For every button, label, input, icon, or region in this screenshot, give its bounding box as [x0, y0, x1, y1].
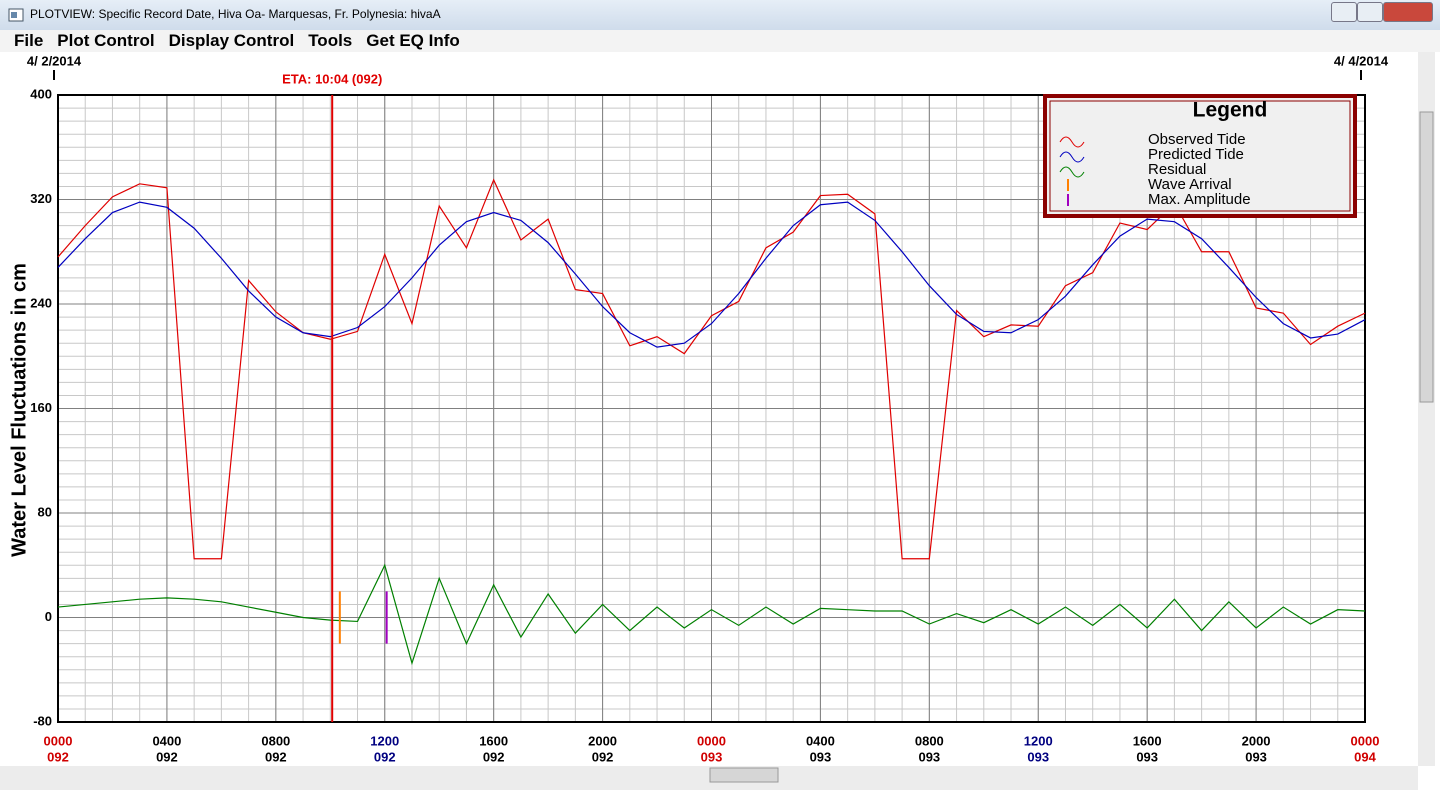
- x-tick-sublabel: 093: [1136, 749, 1158, 764]
- legend-label: Max. Amplitude: [1148, 191, 1251, 208]
- menu-item[interactable]: File: [14, 31, 44, 50]
- menu-bar: File Plot Control Display Control Tools Get …: [0, 30, 1440, 52]
- x-tick-label: 0400: [152, 733, 181, 748]
- y-tick-label: 320: [30, 191, 52, 206]
- x-tick-label: 1600: [1133, 733, 1162, 748]
- eta-label: ETA: 10:04 (092): [282, 71, 382, 86]
- legend-label: Residual: [1148, 161, 1206, 178]
- x-tick-sublabel: 093: [810, 749, 832, 764]
- x-tick-label: 2000: [588, 733, 617, 748]
- x-tick-sublabel: 093: [701, 749, 723, 764]
- series-line: [57, 178, 1366, 560]
- app-icon: [8, 8, 24, 22]
- x-tick-sublabel: 092: [483, 749, 505, 764]
- x-tick-label: 1600: [479, 733, 508, 748]
- x-tick-sublabel: 093: [1245, 749, 1267, 764]
- legend-symbol: [1059, 166, 1085, 178]
- menu-item[interactable]: Display Control: [168, 31, 295, 50]
- y-tick-label: 0: [45, 609, 52, 624]
- x-tick-sublabel: 092: [374, 749, 396, 764]
- horizontal-scrollbar[interactable]: [0, 766, 1418, 790]
- y-tick-label: -80: [33, 713, 52, 728]
- x-tick-label: 0000: [44, 733, 73, 748]
- legend-label: Predicted Tide: [1148, 146, 1244, 163]
- x-tick-sublabel: 094: [1354, 749, 1376, 764]
- menu-item[interactable]: Get EQ Info: [366, 31, 460, 50]
- legend-label: Wave Arrival: [1148, 176, 1232, 193]
- x-tick-label: 0000: [1351, 733, 1380, 748]
- date-label: 4/ 2/2014: [27, 53, 82, 68]
- y-tick-label: 160: [30, 400, 52, 415]
- x-tick-label: 2000: [1242, 733, 1271, 748]
- x-tick-label: 0800: [261, 733, 290, 748]
- maximize-button[interactable]: [1357, 2, 1383, 22]
- x-tick-label: 0400: [806, 733, 835, 748]
- legend-inner-border: [1049, 100, 1351, 212]
- menu-item[interactable]: Plot Control: [57, 31, 155, 50]
- legend-symbol: [1059, 151, 1085, 163]
- x-tick-label: 1200: [370, 733, 399, 748]
- menu-item[interactable]: Tools: [308, 31, 353, 50]
- x-tick-sublabel: 093: [918, 749, 940, 764]
- close-button[interactable]: [1383, 2, 1433, 22]
- x-tick-label: 0000: [697, 733, 726, 748]
- series-line: [57, 201, 1366, 348]
- y-tick-label: 80: [38, 504, 52, 519]
- x-tick-sublabel: 092: [265, 749, 287, 764]
- x-tick-sublabel: 092: [592, 749, 614, 764]
- y-tick-label: 400: [30, 86, 52, 101]
- x-tick-sublabel: 093: [1027, 749, 1049, 764]
- x-tick-sublabel: 092: [156, 749, 178, 764]
- scroll-thumb[interactable]: [709, 767, 779, 783]
- chart: 0000092040009208000921200092160009220000…: [0, 52, 1435, 790]
- x-tick-label: 0800: [915, 733, 944, 748]
- y-axis-title: Water Level Fluctuations in cm: [8, 263, 30, 557]
- legend-label: Observed Tide: [1148, 131, 1246, 148]
- window-title: PLOTVIEW: Specific Record Date, Hiva Oa-…: [30, 7, 441, 21]
- title-bar: PLOTVIEW: Specific Record Date, Hiva Oa-…: [0, 0, 1440, 31]
- series-line: [57, 563, 1366, 666]
- legend-box: [1043, 94, 1357, 218]
- date-label: 4/ 4/2014: [1334, 53, 1389, 68]
- plot-border: [57, 94, 1366, 723]
- legend-title: Legend: [1193, 99, 1268, 122]
- scroll-thumb[interactable]: [1419, 111, 1434, 403]
- minimize-button[interactable]: [1331, 2, 1357, 22]
- x-tick-sublabel: 092: [47, 749, 69, 764]
- legend-symbol: [1059, 136, 1085, 148]
- y-tick-label: 240: [30, 295, 52, 310]
- x-tick-label: 1200: [1024, 733, 1053, 748]
